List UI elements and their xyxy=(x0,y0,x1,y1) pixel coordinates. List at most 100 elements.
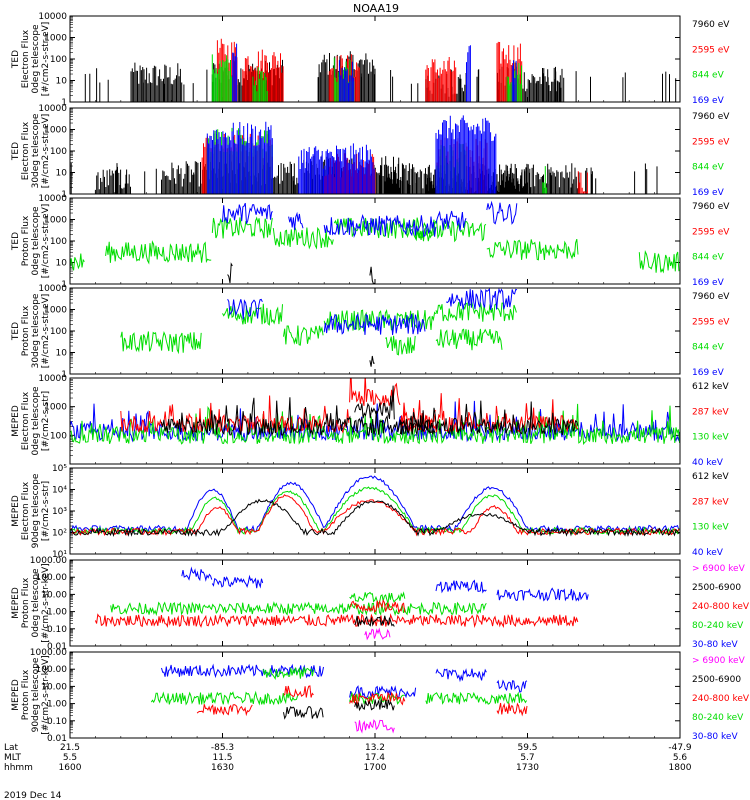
y-axis-label-line: Proton Flux xyxy=(21,577,31,628)
legend-entry: 2595 eV xyxy=(692,227,730,237)
y-tick-label: 10000 xyxy=(38,194,67,204)
series-line xyxy=(283,699,395,720)
legend-entry: 169 eV xyxy=(692,96,725,106)
series-line xyxy=(369,355,375,367)
bottom-tick-mlt: 17.4 xyxy=(365,753,385,763)
bottom-tick-lat: 13.2 xyxy=(365,743,385,753)
y-tick-label: 1.00 xyxy=(47,700,67,710)
bottom-tick-mlt: 5.5 xyxy=(63,753,77,763)
legend-entry: 844 eV xyxy=(692,163,725,173)
panel-frame xyxy=(69,15,681,103)
y-tick-label: 10 xyxy=(56,77,68,87)
legend-entry: 130 keV xyxy=(692,433,729,443)
y-tick-label: 10 xyxy=(56,169,68,179)
legend-entry: 2595 eV xyxy=(692,317,730,327)
bottom-tick-hhmm: 1630 xyxy=(211,763,234,773)
date-label: 2019 Dec 14 xyxy=(4,791,62,800)
bottom-tick-mlt: 5.7 xyxy=(520,753,534,763)
y-tick-label: 100.00 xyxy=(36,665,68,675)
y-axis-label-line: [#/cm2-s-str-eV] xyxy=(41,114,51,189)
y-tick-label: 10000 xyxy=(38,104,67,114)
series-line xyxy=(150,666,528,706)
y-axis-label: MEPEDProton Flux0deg telescope[#/cm2-s-s… xyxy=(11,563,51,642)
bottom-tick-hhmm: 1600 xyxy=(59,763,82,773)
y-axis-label: MEPEDElectron Flux90deg telescope[#/cm2-… xyxy=(11,473,51,548)
y-tick-label: 1000 xyxy=(44,216,67,226)
y-tick-label: 100 xyxy=(50,431,67,441)
legend-entry: > 6900 keV xyxy=(692,564,746,574)
y-axis-label-line: MEPED xyxy=(11,405,21,437)
legend-entry: 2595 eV xyxy=(692,45,730,55)
y-tick-label: 1000 xyxy=(44,126,67,136)
series-line xyxy=(70,498,680,538)
legend-entry: 844 eV xyxy=(692,343,725,353)
series-line xyxy=(364,627,391,641)
bottom-tick-hhmm: 1730 xyxy=(516,763,539,773)
panel-frame xyxy=(69,467,681,555)
bottom-row-label: MLT xyxy=(4,753,22,763)
y-axis-label: TEDElectron Flux30deg telescope[#/cm2-s-… xyxy=(11,113,51,188)
series-line xyxy=(84,51,677,102)
y-axis-label-line: Electron Flux xyxy=(21,29,31,88)
series-group xyxy=(70,115,658,194)
y-tick-label: 100.00 xyxy=(36,573,68,583)
y-tick-label: 10 xyxy=(56,259,68,269)
y-tick-label: 10⁵ xyxy=(52,464,67,474)
series-group xyxy=(70,200,680,284)
bottom-axis: LatMLThhmm21.55.51600-85.311.5163013.217… xyxy=(4,743,692,773)
y-axis-label-line: 0deg telescope xyxy=(31,386,41,456)
legend-entry: 240-800 keV xyxy=(692,694,750,704)
series-line xyxy=(120,378,579,434)
chart-title: NOAA19 xyxy=(353,2,399,15)
y-tick-label: 1000 xyxy=(44,306,67,316)
legend-entry: 2500-6900 xyxy=(692,675,741,685)
y-axis-label: TEDProton Flux30deg telescope[#/cm2-s-st… xyxy=(11,293,51,368)
series-line xyxy=(354,719,395,734)
y-axis-label-line: Electron Flux xyxy=(21,481,31,540)
y-axis-label-line: 30deg telescope xyxy=(31,113,41,188)
y-axis-label-line: 0deg telescope xyxy=(31,568,41,638)
legend-entry: 80-240 keV xyxy=(692,713,744,723)
series-line xyxy=(196,685,528,717)
panel-frame xyxy=(69,197,681,285)
y-tick-label: 10³ xyxy=(52,507,67,517)
y-axis-label-line: 90deg telescope xyxy=(31,657,41,732)
y-axis-label-line: [#/cm2-s-str-eV] xyxy=(41,204,51,279)
y-tick-label: 1 xyxy=(61,370,67,380)
y-tick-label: 10 xyxy=(56,349,68,359)
series-group xyxy=(70,378,680,446)
series-line xyxy=(94,599,579,629)
y-axis-label-line: Electron Flux xyxy=(21,121,31,180)
legend-entry: 7960 eV xyxy=(692,202,730,212)
legend-entry: 287 keV xyxy=(692,497,729,507)
series-line xyxy=(70,475,680,534)
series-line xyxy=(227,262,375,284)
legend-entry: 169 eV xyxy=(692,368,725,378)
bottom-tick-lat: 59.5 xyxy=(517,743,537,753)
y-tick-label: 100 xyxy=(50,147,67,157)
legend-entry: 30-80 keV xyxy=(692,732,738,742)
y-tick-label: 1 xyxy=(61,280,67,290)
bottom-tick-hhmm: 1700 xyxy=(364,763,387,773)
y-tick-label: 0.01 xyxy=(47,642,67,652)
series-group xyxy=(70,475,680,538)
y-axis-label-line: Proton Flux xyxy=(21,305,31,356)
y-axis-label-line: MEPED xyxy=(11,679,21,711)
y-axis-label-line: Proton Flux xyxy=(21,669,31,720)
y-axis-label-line: 0deg telescope xyxy=(31,24,41,94)
bottom-row-label: Lat xyxy=(4,743,19,753)
y-axis-label-line: 30deg telescope xyxy=(31,293,41,368)
bottom-tick-lat: -47.9 xyxy=(668,743,692,753)
legend-entry: 169 eV xyxy=(692,278,725,288)
series-line xyxy=(120,301,517,356)
y-axis-label: MEPEDElectron Flux0deg telescope[#/cm2-s… xyxy=(11,386,51,456)
y-tick-label: 0.10 xyxy=(47,625,67,635)
y-tick-label: 100 xyxy=(50,237,67,247)
y-axis-label-line: Electron Flux xyxy=(21,391,31,450)
panel-7: 0.010.101.0010.00100.001000.00MEPEDProto… xyxy=(11,556,750,652)
bottom-tick-lat: -85.3 xyxy=(211,743,234,753)
y-axis-label: TEDProton Flux0deg telescope[#/cm2-s-str… xyxy=(11,204,51,279)
